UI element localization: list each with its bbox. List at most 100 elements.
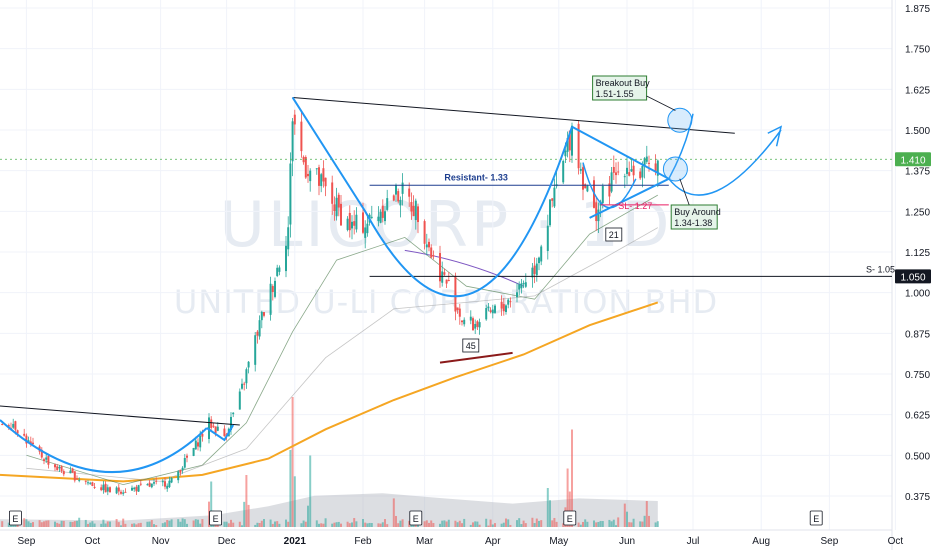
volume-bar: [551, 520, 554, 527]
candle-body: [474, 323, 477, 329]
x-tick-label: Jul: [687, 536, 700, 547]
volume-bar: [568, 491, 571, 527]
volume-bar: [395, 515, 397, 527]
volume-bar: [632, 518, 635, 527]
candle-body: [32, 442, 34, 445]
volume-bar: [29, 522, 32, 527]
ma-segment-purple: [404, 249, 524, 287]
volume-bar: [153, 524, 155, 527]
candle-body: [366, 223, 369, 234]
volume-bar: [485, 518, 488, 527]
candle-body: [148, 482, 151, 487]
volume-bar: [54, 521, 56, 527]
volume-bar: [256, 522, 259, 527]
buy-around-callout-title: Buy Around: [674, 207, 721, 217]
volume-bar: [161, 523, 164, 527]
volume-bar: [87, 523, 89, 527]
candle-body: [524, 282, 527, 287]
candle-body: [155, 480, 158, 482]
volume-bar: [348, 523, 351, 527]
volume-bar: [117, 522, 120, 527]
volume-bar: [318, 523, 320, 527]
volume-bar: [254, 524, 257, 527]
volume-bar: [307, 505, 309, 527]
volume-bar: [62, 520, 65, 527]
drawings[interactable]: [0, 96, 892, 474]
candle-body: [287, 227, 290, 250]
candle-body: [289, 163, 292, 225]
earnings-marker-label: E: [12, 514, 18, 524]
candle-body: [623, 176, 626, 178]
volume-bar: [599, 520, 602, 527]
x-tick-label: Nov: [152, 536, 170, 547]
volume-bar: [238, 521, 241, 527]
volume-bar: [69, 521, 72, 527]
volume-bar: [472, 522, 474, 527]
candle-body: [278, 267, 281, 272]
candle-body: [186, 455, 188, 458]
buy-around-callout-box: [670, 204, 718, 230]
candle-body: [223, 428, 226, 437]
volume-bar: [509, 524, 512, 527]
candle-body: [485, 308, 488, 320]
volume-bar: [476, 521, 479, 527]
candle-body: [25, 435, 28, 444]
volume-bar: [131, 523, 133, 527]
volume-bar: [194, 519, 197, 527]
candle-body: [472, 318, 474, 331]
volume-bar: [106, 521, 109, 527]
volume-bar: [287, 521, 290, 527]
volume-bar: [73, 521, 76, 527]
volume-bar: [601, 521, 604, 527]
candle-body: [562, 160, 565, 183]
volume-bar: [199, 523, 202, 527]
volume-bar: [148, 521, 151, 527]
candle-body: [102, 484, 105, 491]
ma-highlight-segment: [439, 351, 513, 364]
candle-body: [584, 184, 587, 189]
candle-body: [78, 479, 81, 481]
candle-body: [533, 265, 536, 274]
volume-bar: [562, 523, 565, 527]
volume-bar: [208, 501, 210, 527]
candle-body: [45, 457, 48, 460]
volume-bar: [324, 518, 327, 527]
x-tick-label: Sep: [821, 536, 839, 547]
candle-body: [7, 425, 10, 427]
candle-body: [364, 227, 367, 238]
candle-body: [245, 369, 248, 384]
trendline-resistance: [292, 96, 735, 134]
volume-bar: [654, 522, 657, 527]
volume-bar: [289, 449, 292, 527]
volume-bar: [546, 488, 549, 527]
candle-body: [291, 121, 294, 162]
candle-body: [238, 391, 241, 410]
candle-body: [500, 301, 503, 309]
candle-body: [608, 183, 611, 197]
earnings-marker-label: E: [413, 514, 419, 524]
candle-body: [392, 195, 395, 201]
candle-body: [401, 182, 404, 194]
candle-body: [337, 194, 340, 208]
candle-body: [577, 123, 580, 169]
candle-body: [597, 209, 600, 222]
volume-bar: [535, 518, 538, 527]
candle-body: [381, 205, 384, 218]
volume-bar: [276, 521, 279, 527]
volume-bar: [577, 522, 580, 527]
volume-bar: [122, 518, 125, 527]
candle-body: [397, 191, 400, 202]
volume-bar: [93, 523, 96, 527]
volume-bar: [443, 520, 446, 527]
candle-body: [546, 225, 549, 251]
volume-bar: [304, 521, 307, 527]
candle-body: [520, 283, 523, 289]
candle-body: [494, 305, 496, 313]
volume-bar: [428, 522, 430, 527]
candle-body: [197, 442, 199, 447]
cup-curve-small: [0, 419, 208, 474]
candle-body: [47, 455, 50, 465]
volume-bar: [478, 524, 481, 527]
earnings-marker: [209, 510, 223, 526]
